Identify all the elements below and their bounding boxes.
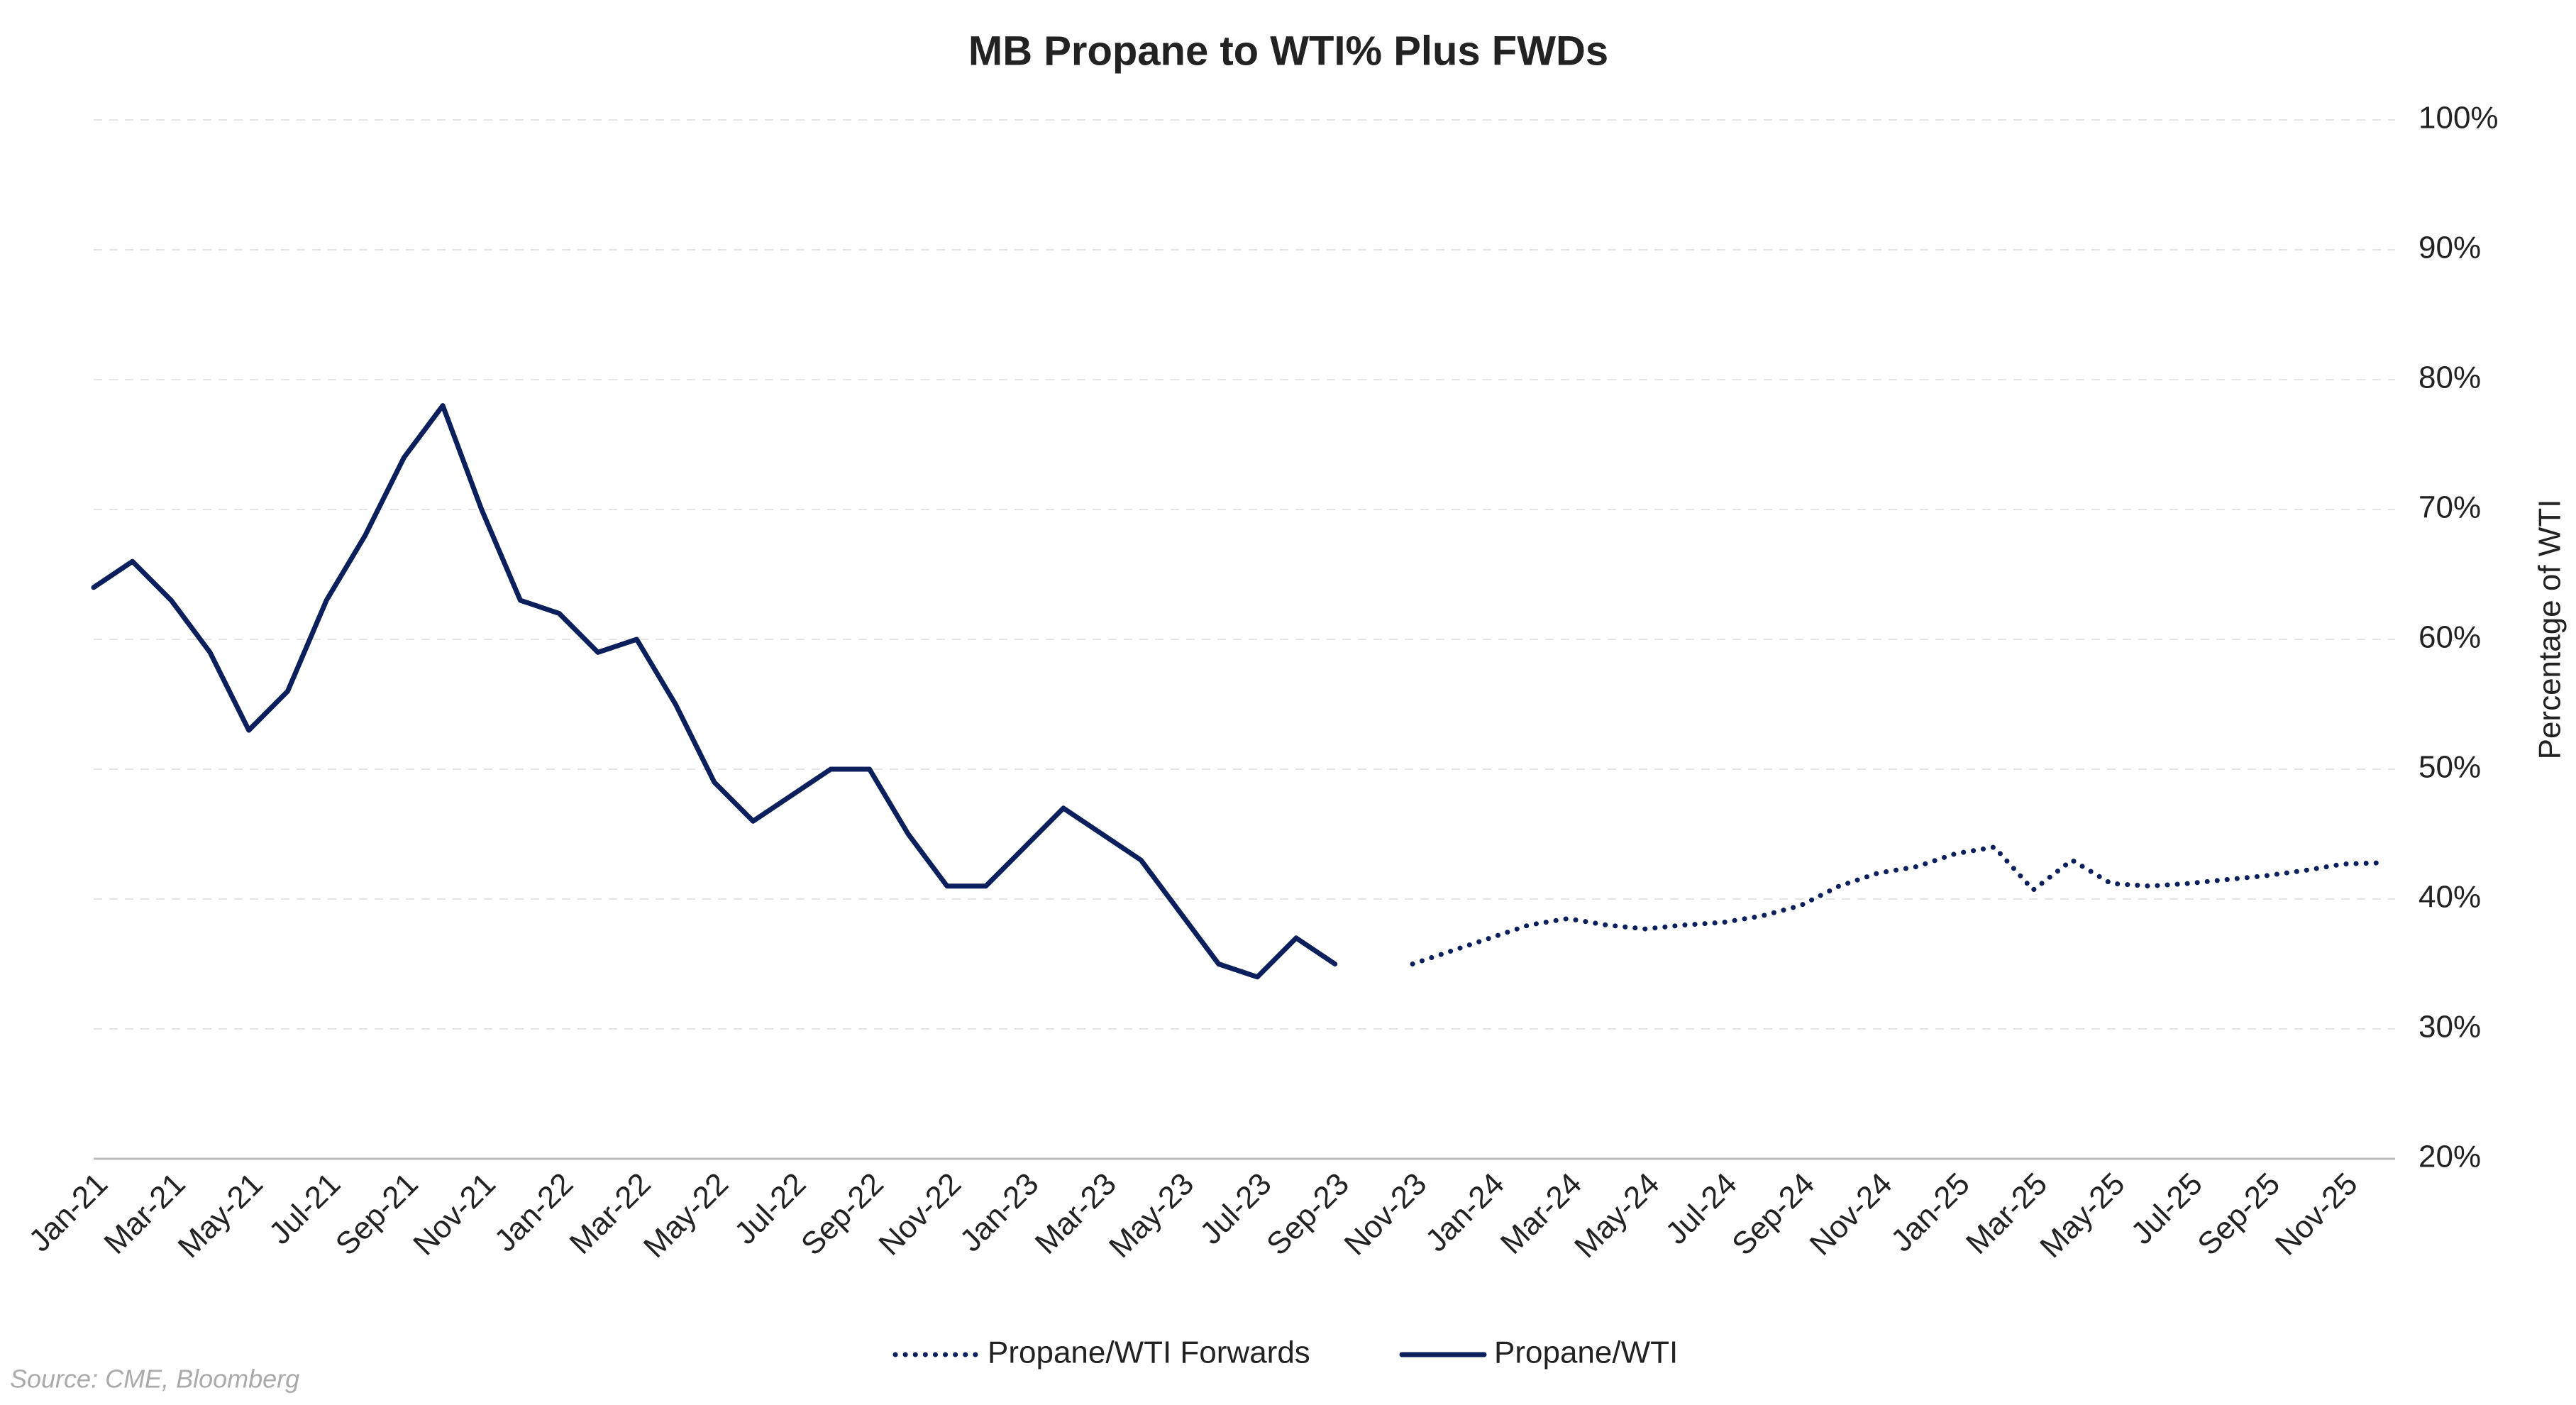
- x-tick-label: Jan-23: [953, 1167, 1046, 1259]
- legend-label: Propane/WTI: [1494, 1335, 1678, 1370]
- x-tick-label: May-25: [2033, 1167, 2131, 1264]
- x-tick-label: May-23: [1102, 1167, 1200, 1264]
- x-tick-label: Sep-24: [1725, 1167, 1821, 1262]
- y-tick-label: 20%: [2419, 1140, 2481, 1174]
- x-tick-label: Jan-22: [488, 1167, 580, 1259]
- history-line: [91, 403, 1338, 980]
- y-tick-label: 100%: [2419, 101, 2499, 136]
- source-note: Source: CME, Bloomberg: [10, 1365, 299, 1394]
- y-tick-label: 50%: [2419, 750, 2481, 785]
- y-tick-label: 70%: [2419, 490, 2481, 525]
- x-tick-label: Nov-21: [407, 1167, 502, 1262]
- x-tick-label: May-21: [172, 1167, 270, 1264]
- x-tick-label: Nov-23: [1337, 1167, 1433, 1262]
- chart-title: MB Propane to WTI% Plus FWDs: [968, 28, 1608, 74]
- x-tick-label: Sep-21: [329, 1167, 425, 1262]
- y-axis-label: Percentage of WTI: [2533, 500, 2567, 760]
- x-tick-label: Nov-25: [2269, 1167, 2365, 1262]
- legend-label: Propane/WTI Forwards: [988, 1335, 1310, 1370]
- x-tick-label: Sep-23: [1260, 1167, 1356, 1262]
- x-tick-label: Nov-22: [872, 1167, 968, 1262]
- x-tick-label: Jan-25: [1884, 1167, 1977, 1259]
- y-tick-label: 80%: [2419, 360, 2481, 395]
- x-tick-label: Sep-22: [795, 1167, 890, 1262]
- x-tick-label: Jan-21: [23, 1167, 115, 1259]
- y-tick-label: 90%: [2419, 231, 2481, 265]
- y-tick-label: 30%: [2419, 1010, 2481, 1045]
- y-tick-label: 60%: [2419, 620, 2481, 655]
- forward-line: [1410, 844, 2385, 966]
- x-tick-label: Jan-24: [1419, 1167, 1511, 1259]
- x-tick-label: May-22: [637, 1167, 735, 1264]
- x-tick-label: May-24: [1568, 1167, 1666, 1264]
- y-tick-label: 40%: [2419, 880, 2481, 915]
- x-tick-label: Sep-25: [2191, 1167, 2287, 1262]
- x-tick-label: Nov-24: [1803, 1167, 1899, 1262]
